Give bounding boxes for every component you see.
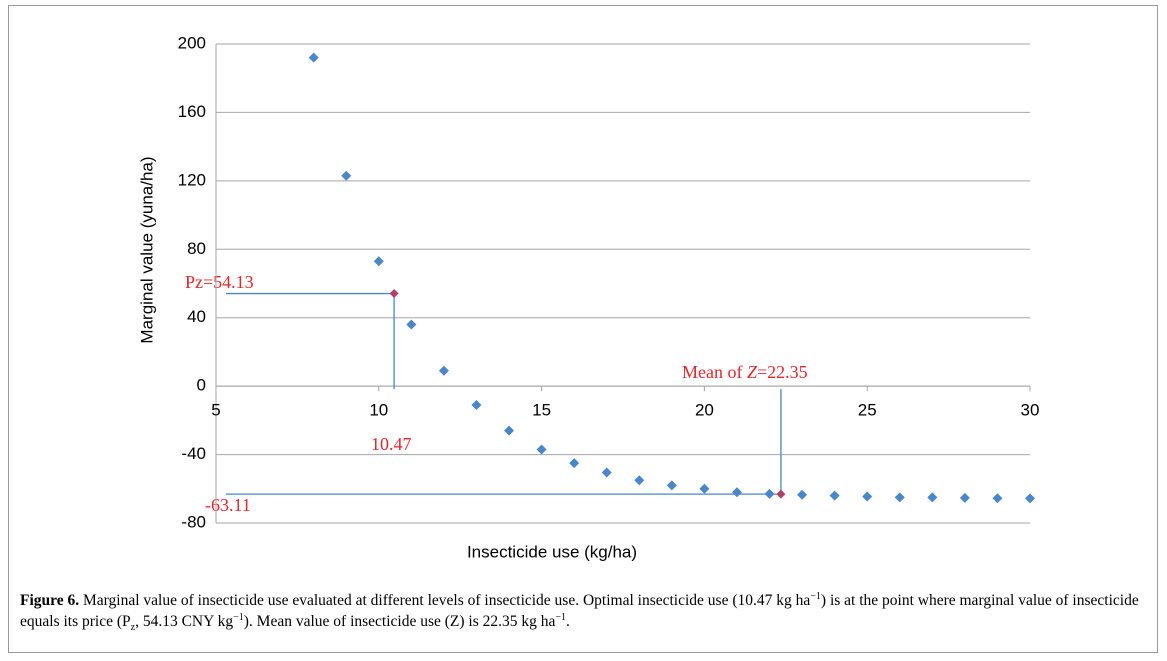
y-tick-label: 200 — [178, 33, 206, 52]
y-axis-title: Marginal value (yuna/ha) — [137, 156, 156, 343]
point — [894, 492, 905, 503]
optimum-annotation: 10.47 — [371, 434, 412, 454]
mean-annotation: Mean of Z=22.35 — [682, 362, 808, 382]
point — [862, 491, 873, 502]
point — [373, 256, 384, 267]
point — [341, 170, 352, 181]
point — [601, 467, 612, 478]
y-tick-label: -40 — [181, 444, 206, 463]
caption-sup: −1 — [810, 590, 821, 602]
mean-annotation-part: =22.35 — [757, 362, 808, 382]
x-tick-label: 20 — [695, 401, 714, 420]
y-tick-label: 160 — [178, 102, 206, 121]
point — [829, 490, 840, 501]
point — [797, 489, 808, 500]
caption-sup: −1 — [555, 611, 567, 623]
point — [536, 444, 547, 455]
y-tick-label: 120 — [178, 170, 206, 189]
mean-annotation-part: Z — [747, 362, 758, 382]
caption-text: Marginal value of insecticide use evalua… — [79, 592, 811, 609]
minimum-annotation: -63.11 — [205, 495, 251, 515]
caption-text: , 54.13 CNY kg — [135, 613, 234, 630]
x-tick-label: 5 — [211, 401, 220, 420]
chart: Marginal value (yuna/ha) Insecticide use… — [137, 33, 1040, 561]
x-axis-title: Insecticide use (kg/ha) — [467, 542, 637, 561]
highlight-point — [776, 489, 786, 499]
caption-sub: z — [130, 622, 136, 634]
point — [699, 483, 710, 494]
point — [406, 319, 417, 330]
caption-text: ). Mean value of insecticide use (Z) is … — [243, 613, 556, 630]
caption: Figure 6. Marginal value of insecticide … — [20, 590, 1150, 632]
point — [992, 493, 1003, 504]
figure-frame — [8, 5, 1158, 653]
y-tick-label: -80 — [181, 512, 206, 531]
caption-text: . — [566, 613, 570, 630]
price-annotation: Pz=54.13 — [185, 272, 254, 292]
highlight-point — [389, 289, 399, 299]
point — [308, 52, 319, 63]
point — [959, 492, 970, 503]
x-tick-label: 10 — [369, 401, 388, 420]
point — [504, 425, 515, 436]
x-tick-label: 30 — [1021, 401, 1040, 420]
point — [471, 399, 482, 410]
point — [634, 475, 645, 486]
point — [569, 458, 580, 469]
y-tick-label: 40 — [187, 307, 206, 326]
caption-label: Figure 6. — [20, 592, 80, 609]
point — [1025, 493, 1035, 504]
x-tick-label: 25 — [858, 401, 877, 420]
y-tick-label: 80 — [187, 239, 206, 258]
x-tick-label: 15 — [532, 401, 551, 420]
point — [666, 480, 677, 491]
caption-text: ) is at the point where marginal value o… — [20, 592, 1139, 630]
point — [927, 492, 938, 503]
y-tick-label: 0 — [197, 376, 206, 395]
point — [731, 487, 742, 498]
caption-sup: −1 — [233, 611, 244, 623]
mean-annotation-part: Mean of — [682, 362, 747, 382]
point — [438, 365, 449, 376]
